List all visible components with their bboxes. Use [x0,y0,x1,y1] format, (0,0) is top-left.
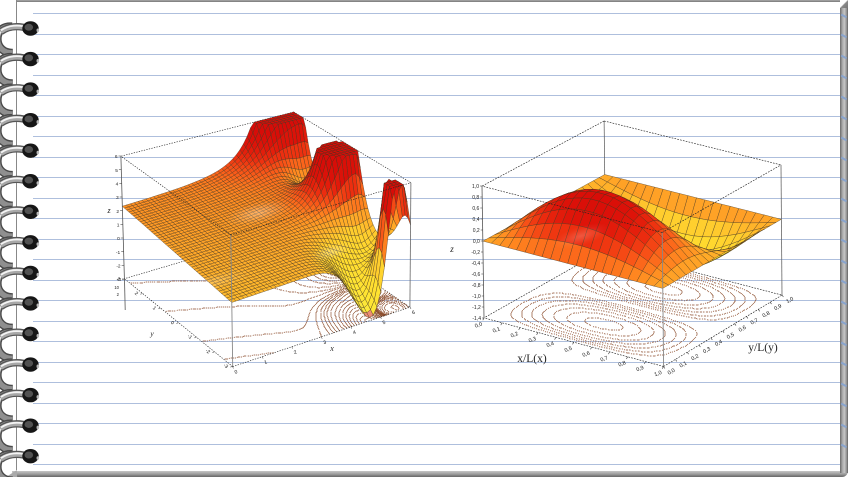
svg-text:3: 3 [116,195,119,201]
svg-text:0,7: 0,7 [750,318,759,327]
svg-text:1,0: 1,0 [472,184,479,190]
svg-text:1: 1 [264,359,269,366]
svg-text:2: 2 [293,349,298,356]
svg-text:0,4: 0,4 [714,339,723,348]
svg-text:-1: -1 [116,250,121,256]
svg-text:0,1: 0,1 [679,361,688,370]
svg-text:3: 3 [115,276,121,283]
svg-text:0: 0 [234,369,239,376]
svg-text:-2: -2 [204,348,211,356]
svg-text:0,2: 0,2 [473,228,480,234]
svg-text:0,9: 0,9 [636,365,645,373]
svg-text:6: 6 [115,154,118,160]
svg-text:y/L(y): y/L(y) [748,342,778,354]
svg-text:0: 0 [169,320,175,327]
svg-text:2: 2 [116,209,119,215]
svg-text:-0,8: -0,8 [472,283,481,289]
svg-text:-0,2: -0,2 [471,250,480,256]
svg-text:0,7: 0,7 [600,355,609,363]
svg-text:0,9: 0,9 [773,303,782,312]
svg-text:0,0: 0,0 [667,368,676,377]
svg-text:x/L(x): x/L(x) [517,353,547,365]
svg-text:-1,0: -1,0 [472,294,481,300]
svg-text:2: 2 [133,291,139,298]
svg-text:0,6: 0,6 [472,206,479,212]
svg-text:-3: -3 [222,363,229,371]
svg-text:4: 4 [116,182,119,188]
svg-text:x: x [329,344,334,353]
svg-text:-0,4: -0,4 [472,261,481,267]
svg-text:5: 5 [382,320,387,327]
svg-text:0,5: 0,5 [564,346,573,354]
svg-text:0,4: 0,4 [473,217,480,223]
svg-text:z: z [106,206,111,215]
svg-text:4: 4 [352,329,357,336]
svg-text:3: 3 [323,339,328,346]
svg-text:0,5: 0,5 [726,332,735,341]
svg-text:0,0: 0,0 [473,239,480,245]
svg-text:0,6: 0,6 [582,351,591,359]
svg-text:6: 6 [411,310,416,317]
svg-text:0,8: 0,8 [618,360,627,368]
svg-text:z: z [449,244,454,254]
svg-text:0,3: 0,3 [528,336,537,344]
svg-text:1,0: 1,0 [654,370,663,378]
svg-text:-2: -2 [116,264,121,270]
svg-text:0,1: 0,1 [492,326,501,334]
svg-text:0,2: 0,2 [510,331,519,339]
svg-text:1: 1 [117,223,120,229]
svg-text:1,0: 1,0 [785,296,794,305]
svg-text:-1,2: -1,2 [472,305,481,311]
svg-text:-0,6: -0,6 [472,272,481,278]
svg-text:-1: -1 [186,333,193,341]
svg-text:2: 2 [117,292,120,297]
svg-text:y: y [149,329,154,338]
svg-text:0,4: 0,4 [546,341,555,349]
svg-text:0,8: 0,8 [472,195,479,201]
svg-text:0,6: 0,6 [738,325,747,334]
svg-text:0,0: 0,0 [474,321,483,329]
svg-text:0: 0 [117,236,120,242]
svg-text:0,2: 0,2 [691,353,700,362]
svg-text:-3: -3 [117,277,122,283]
svg-text:10: 10 [114,285,119,290]
svg-text:5: 5 [115,168,118,174]
svg-text:1: 1 [151,305,157,312]
svg-text:-1,4: -1,4 [472,316,481,322]
svg-text:0,8: 0,8 [762,311,771,320]
svg-text:0,3: 0,3 [702,346,711,355]
